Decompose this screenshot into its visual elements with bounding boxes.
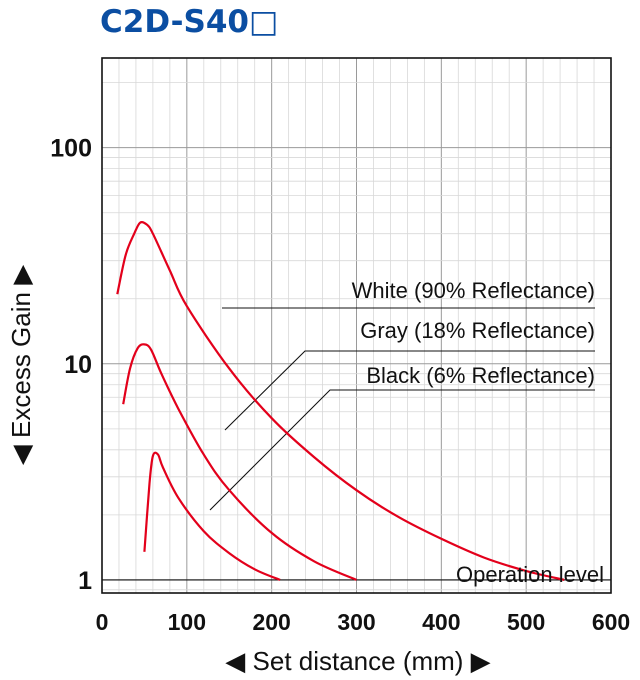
y-axis-label: ◀ Excess Gain ▶ [6, 265, 36, 465]
y-tick-labels: 1 10 100 [50, 135, 92, 595]
leader-line-1 [224, 350, 595, 431]
y-tick-label: 10 [64, 351, 92, 379]
x-tick-label: 100 [168, 609, 206, 635]
x-tick-label: 400 [422, 609, 460, 635]
white-label: White (90% Reflectance) [352, 278, 595, 303]
x-tick-label: 200 [252, 609, 290, 635]
chart-title: C2D-S40□ [100, 4, 278, 40]
x-axis-label: ◀ Set distance (mm) ▶ [225, 646, 490, 676]
x-tick-label: 300 [337, 609, 375, 635]
leader-line-2 [209, 389, 595, 511]
operation-level-label: Operation level [456, 562, 604, 587]
black-label: Black (6% Reflectance) [366, 363, 595, 388]
annotation-lines [102, 307, 611, 581]
gray-label: Gray (18% Reflectance) [360, 318, 595, 343]
x-tick-labels: 0 100 200 300 400 500 600 [96, 609, 631, 635]
y-tick-label: 1 [78, 567, 92, 595]
x-tick-label: 500 [507, 609, 545, 635]
series-line-0 [116, 220, 565, 581]
plot-frame [101, 57, 612, 594]
series-lines [116, 220, 565, 581]
y-tick-label: 100 [50, 135, 92, 163]
x-tick-label: 0 [96, 609, 109, 635]
series-line-1 [122, 343, 357, 581]
x-tick-label: 600 [592, 609, 630, 635]
grid [101, 58, 612, 593]
series-line-2 [143, 451, 281, 581]
